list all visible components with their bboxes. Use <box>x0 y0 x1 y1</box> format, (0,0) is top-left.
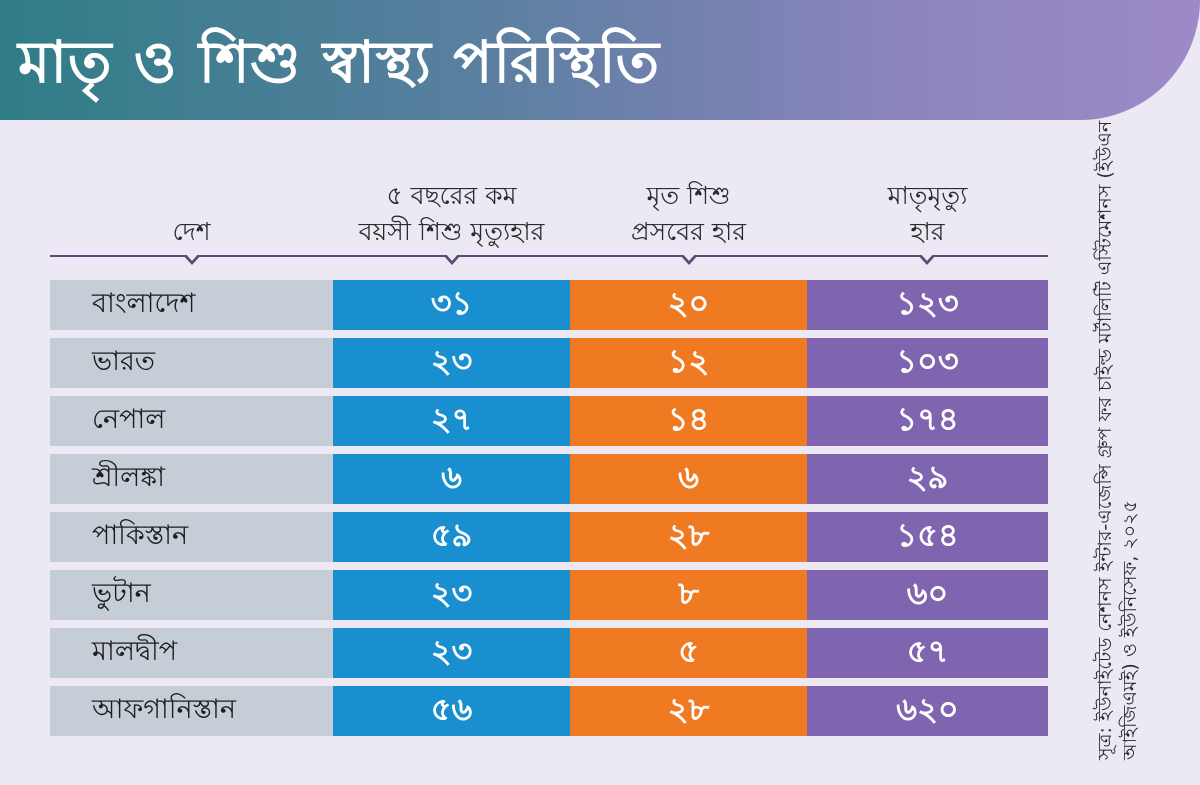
country-cell: শ্রীলঙ্কা <box>50 454 333 504</box>
stillbirth-rate-cell-text: ২০ <box>667 284 710 322</box>
maternal-mortality-cell: ১০৩ <box>807 338 1048 388</box>
stillbirth-rate-cell-text: ১৪ <box>667 400 710 438</box>
header-divider <box>50 255 1048 257</box>
under5-mortality-cell-text: ৬ <box>441 458 462 496</box>
maternal-mortality-cell: ১২৩ <box>807 280 1048 330</box>
maternal-mortality-cell: ২৯ <box>807 454 1048 504</box>
stillbirth-rate-cell-text: ২৮ <box>667 690 710 728</box>
header-stillbirth-line2: প্রসবের হার <box>631 217 746 246</box>
stillbirth-rate-cell-text: ৬ <box>678 458 699 496</box>
header-country: দেশ <box>50 160 333 250</box>
under5-mortality-cell: ২৩ <box>333 628 570 678</box>
stillbirth-rate-cell: ২৮ <box>570 686 807 736</box>
header-caret-country <box>183 253 201 265</box>
country-cell-text: পাকিস্তান <box>92 519 189 551</box>
under5-mortality-cell-text: ২৩ <box>430 342 473 380</box>
maternal-mortality-cell: ১৫৪ <box>807 512 1048 562</box>
stillbirth-rate-cell: ১২ <box>570 338 807 388</box>
stillbirth-rate-cell: ১৪ <box>570 396 807 446</box>
source-note: সূত্র: ইউনাইটেড নেশনস ইন্টার-এজেন্সি গ্র… <box>1086 120 1146 760</box>
header-maternal-mortality: মাতৃমৃত্যু হার <box>807 160 1048 250</box>
header-caret-stillbirth <box>680 253 698 265</box>
under5-mortality-cell: ৫৬ <box>333 686 570 736</box>
country-cell: পাকিস্তান <box>50 512 333 562</box>
header-caret-maternal <box>918 253 936 265</box>
stillbirth-rate-cell-text: ৮ <box>678 574 699 612</box>
maternal-mortality-cell-text: ৫৭ <box>906 632 949 670</box>
under5-mortality-cell-text: ৫৯ <box>430 516 473 554</box>
country-cell-text: মালদ্বীপ <box>92 635 178 667</box>
table-row: পাকিস্তান ৫৯ ২৮ ১৫৪ <box>50 512 1048 562</box>
under5-mortality-cell-text: ৩১ <box>430 284 473 322</box>
maternal-mortality-cell-text: ১০৩ <box>896 342 959 380</box>
under5-mortality-cell-text: ২৩ <box>430 574 473 612</box>
table-row: শ্রীলঙ্কা ৬ ৬ ২৯ <box>50 454 1048 504</box>
under5-mortality-cell: ৩১ <box>333 280 570 330</box>
country-cell: নেপাল <box>50 396 333 446</box>
maternal-mortality-cell-text: ১৭৪ <box>896 400 959 438</box>
table-row: আফগানিস্তান ৫৬ ২৮ ৬২০ <box>50 686 1048 736</box>
under5-mortality-cell: ২৩ <box>333 338 570 388</box>
under5-mortality-cell: ৬ <box>333 454 570 504</box>
header-country-label: দেশ <box>172 217 211 246</box>
maternal-mortality-cell-text: ৬০ <box>906 574 949 612</box>
header-stillbirth-line1: মৃত শিশু <box>646 181 731 210</box>
stillbirth-rate-cell: ৫ <box>570 628 807 678</box>
under5-mortality-cell: ২৩ <box>333 570 570 620</box>
country-cell-text: শ্রীলঙ্কা <box>92 461 165 493</box>
header-under5-mortality: ৫ বছরের কম বয়সী শিশু মৃত্যুহার <box>333 160 570 250</box>
under5-mortality-cell-text: ২৩ <box>430 632 473 670</box>
maternal-mortality-cell-text: ১২৩ <box>896 284 959 322</box>
stillbirth-rate-cell: ৬ <box>570 454 807 504</box>
country-cell: আফগানিস্তান <box>50 686 333 736</box>
stillbirth-rate-cell: ২০ <box>570 280 807 330</box>
country-cell-text: বাংলাদেশ <box>92 287 196 319</box>
maternal-mortality-cell: ৫৭ <box>807 628 1048 678</box>
under5-mortality-cell: ৫৯ <box>333 512 570 562</box>
maternal-mortality-cell: ৬২০ <box>807 686 1048 736</box>
maternal-mortality-cell-text: ৬২০ <box>896 690 959 728</box>
table-row: ভুটান ২৩ ৮ ৬০ <box>50 570 1048 620</box>
page-title: মাতৃ ও শিশু স্বাস্থ্য পরিস্থিতি <box>18 28 661 96</box>
country-cell: বাংলাদেশ <box>50 280 333 330</box>
maternal-mortality-cell-text: ২৯ <box>906 458 949 496</box>
under5-mortality-cell-text: ৫৬ <box>430 690 473 728</box>
stillbirth-rate-cell: ২৮ <box>570 512 807 562</box>
country-cell-text: ভুটান <box>92 577 151 609</box>
title-banner: মাতৃ ও শিশু স্বাস্থ্য পরিস্থিতি <box>0 0 1200 120</box>
table-row: নেপাল ২৭ ১৪ ১৭৪ <box>50 396 1048 446</box>
table-row: মালদ্বীপ ২৩ ৫ ৫৭ <box>50 628 1048 678</box>
header-under5-line2: বয়সী শিশু মৃত্যুহার <box>358 217 545 246</box>
header-stillbirth-rate: মৃত শিশু প্রসবের হার <box>570 160 807 250</box>
country-cell-text: আফগানিস্তান <box>92 693 236 725</box>
country-cell: ভারত <box>50 338 333 388</box>
table-row: ভারত ২৩ ১২ ১০৩ <box>50 338 1048 388</box>
maternal-mortality-cell: ১৭৪ <box>807 396 1048 446</box>
stillbirth-rate-cell-text: ২৮ <box>667 516 710 554</box>
stillbirth-rate-cell: ৮ <box>570 570 807 620</box>
stillbirth-rate-cell-text: ৫ <box>678 632 699 670</box>
header-caret-under5 <box>443 253 461 265</box>
country-cell: মালদ্বীপ <box>50 628 333 678</box>
country-cell-text: নেপাল <box>92 403 166 435</box>
header-maternal-line2: হার <box>910 217 945 246</box>
source-text: সূত্র: ইউনাইটেড নেশনস ইন্টার-এজেন্সি গ্র… <box>1094 120 1141 760</box>
maternal-mortality-cell-text: ১৫৪ <box>896 516 959 554</box>
country-cell: ভুটান <box>50 570 333 620</box>
stillbirth-rate-cell-text: ১২ <box>667 342 710 380</box>
header-maternal-line1: মাতৃমৃত্যু <box>887 181 968 210</box>
header-under5-line1: ৫ বছরের কম <box>386 181 517 210</box>
maternal-mortality-cell: ৬০ <box>807 570 1048 620</box>
under5-mortality-cell-text: ২৭ <box>430 400 473 438</box>
table-row: বাংলাদেশ ৩১ ২০ ১২৩ <box>50 280 1048 330</box>
under5-mortality-cell: ২৭ <box>333 396 570 446</box>
country-cell-text: ভারত <box>92 345 156 377</box>
